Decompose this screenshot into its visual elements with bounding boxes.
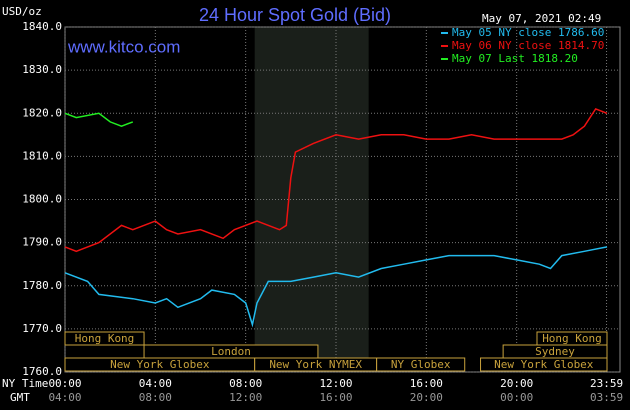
y-tick-label: 1820.0: [22, 106, 62, 119]
x-axis-label: NY Time: [2, 377, 48, 390]
chart-title: 24 Hour Spot Gold (Bid): [199, 5, 391, 25]
y-tick-label: 1800.0: [22, 193, 62, 206]
session-label: Hong Kong: [542, 332, 602, 345]
session-box: [64, 331, 145, 346]
x-tick-label-gmt: 00:00: [500, 391, 533, 404]
legend-label: May 06 NY close 1814.70: [452, 39, 604, 52]
y-tick-label: 1770.0: [22, 322, 62, 335]
y-axis-label: USD/oz: [2, 5, 42, 18]
x-tick-label-gmt: 20:00: [410, 391, 443, 404]
y-tick-label: 1810.0: [22, 149, 62, 162]
x-tick-label: 00:00: [48, 377, 81, 390]
x-tick-label: 20:00: [500, 377, 533, 390]
session-label: London: [211, 345, 251, 358]
session-label: New York Globex: [110, 358, 210, 371]
y-tick-label: 1760.0: [22, 365, 62, 378]
x-tick-label-gmt: 16:00: [319, 391, 352, 404]
x-tick-label-gmt: 03:59: [590, 391, 623, 404]
site-label: www.kitco.com: [67, 37, 180, 56]
x-tick-label-gmt: 04:00: [48, 391, 81, 404]
session-box: [480, 357, 608, 372]
x-tick-label: 08:00: [229, 377, 262, 390]
series-line: [64, 246, 608, 328]
x-tick-label: 12:00: [319, 377, 352, 390]
x-tick-label: 16:00: [410, 377, 443, 390]
session-label: Hong Kong: [75, 332, 135, 345]
session-label: Sydney: [535, 345, 575, 358]
legend-label: May 05 NY close 1786.60: [452, 26, 604, 39]
x-tick-label-gmt: 08:00: [139, 391, 172, 404]
series-line: [64, 107, 608, 253]
x-axis-label: GMT: [10, 391, 30, 404]
x-tick-label: 04:00: [139, 377, 172, 390]
timestamp: May 07, 2021 02:49: [482, 12, 601, 25]
y-tick-label: 1830.0: [22, 63, 62, 76]
y-tick-label: 1780.0: [22, 279, 62, 292]
x-tick-label: 23:59: [590, 377, 623, 390]
session-box: [376, 357, 466, 372]
session-label: New York Globex: [494, 358, 594, 371]
legend-label: May 07 Last 1818.20: [452, 52, 578, 65]
series-line: [64, 112, 134, 128]
session-label: NY Globex: [391, 358, 451, 371]
session-label: New York NYMEX: [269, 358, 362, 371]
x-tick-label-gmt: 12:00: [229, 391, 262, 404]
y-tick-label: 1840.0: [22, 20, 62, 33]
y-tick-label: 1790.0: [22, 236, 62, 249]
